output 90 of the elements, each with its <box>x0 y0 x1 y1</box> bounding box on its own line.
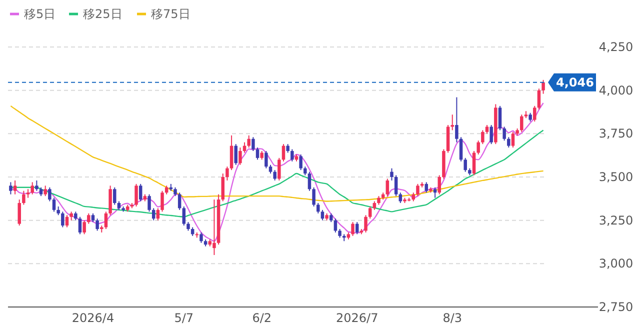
candlestick <box>290 148 294 162</box>
candlestick <box>226 166 229 181</box>
candlestick <box>156 208 160 221</box>
x-tick-label: 5/7 <box>174 311 194 325</box>
x-tick-label: 2026/7 <box>336 311 378 325</box>
candlestick <box>65 214 69 228</box>
candlestick <box>234 144 238 166</box>
legend-label: 移25日 <box>83 7 122 21</box>
legend-label: 移75日 <box>151 7 190 21</box>
y-tick-label: 3,500 <box>598 170 634 184</box>
y-tick-label: 4,250 <box>598 40 634 54</box>
candlestick <box>138 183 142 202</box>
candlestick <box>52 197 56 212</box>
y-tick-label: 3,750 <box>598 126 634 141</box>
candlestick <box>22 190 26 206</box>
candlestick <box>44 185 47 197</box>
candlestick <box>152 208 156 221</box>
y-tick-label: 3,250 <box>598 213 634 228</box>
candlestick <box>30 182 34 195</box>
candlestick <box>256 147 260 160</box>
candlestick <box>238 147 242 166</box>
candlestick <box>355 222 359 235</box>
candlestick <box>450 114 454 131</box>
candlestick <box>438 174 441 195</box>
candlestick <box>278 157 281 181</box>
x-tick-label: 2026/4 <box>72 311 114 325</box>
candlestick <box>282 144 286 162</box>
candlestick <box>273 170 276 181</box>
x-tick-label: 6/2 <box>252 311 272 325</box>
candlestick <box>476 140 480 155</box>
candlestick <box>390 168 394 181</box>
candlestick <box>498 105 502 131</box>
candlestick <box>252 136 255 152</box>
candlestick <box>9 182 12 195</box>
y-tick-label: 3,000 <box>598 256 634 271</box>
candlestick <box>87 212 90 224</box>
candlestick <box>520 114 524 132</box>
candlestick <box>247 134 250 148</box>
candlestick <box>455 96 458 143</box>
candlestick <box>316 202 320 214</box>
candlestick <box>394 174 398 197</box>
candlestick <box>368 206 372 220</box>
line-series <box>10 102 544 242</box>
candlestick <box>104 211 108 230</box>
candlestick <box>464 157 467 172</box>
candlestick <box>386 178 390 197</box>
candlestick <box>82 220 86 235</box>
candlestick <box>533 105 536 122</box>
candlestick <box>212 199 216 256</box>
candlestick <box>113 186 116 206</box>
candlestick <box>13 180 17 195</box>
candlestick <box>61 211 64 228</box>
legend-label: 移5日 <box>24 7 56 21</box>
candlestick <box>364 214 368 233</box>
candlestick <box>424 182 428 194</box>
candlestick <box>459 136 463 162</box>
y-tick-label: 2,750 <box>598 300 634 314</box>
candlestick <box>507 136 510 148</box>
candlestick <box>78 216 82 235</box>
ref-line-label: 4,046 <box>556 75 594 90</box>
candlestick <box>221 173 224 202</box>
candlestick <box>308 171 312 192</box>
candlestick <box>35 180 38 192</box>
candlestick <box>351 222 354 236</box>
candlestick <box>511 131 515 148</box>
candlestick <box>264 150 268 169</box>
candlestick <box>182 206 186 226</box>
candlestick <box>542 79 545 94</box>
candlestick <box>230 134 234 171</box>
candlestick <box>481 130 484 145</box>
candlestick <box>502 126 506 142</box>
candlestick <box>299 154 302 171</box>
candlestick <box>312 186 316 207</box>
candlestick <box>490 124 493 145</box>
x-tick-label: 8/3 <box>442 311 462 325</box>
candlestick <box>320 209 324 221</box>
candlestick <box>398 192 402 204</box>
candlestick <box>160 190 164 212</box>
candlestick <box>433 186 437 198</box>
candlestick <box>18 199 21 226</box>
y-tick-label: 4,000 <box>598 83 634 98</box>
candlestick <box>416 183 420 197</box>
candlestick <box>134 183 138 207</box>
candlestick <box>472 150 476 176</box>
candlestick <box>96 218 99 232</box>
candlestick <box>48 186 52 202</box>
candlestick <box>200 232 203 244</box>
candlestick <box>148 194 151 212</box>
candlestick <box>537 88 541 110</box>
candlestick <box>178 192 182 210</box>
